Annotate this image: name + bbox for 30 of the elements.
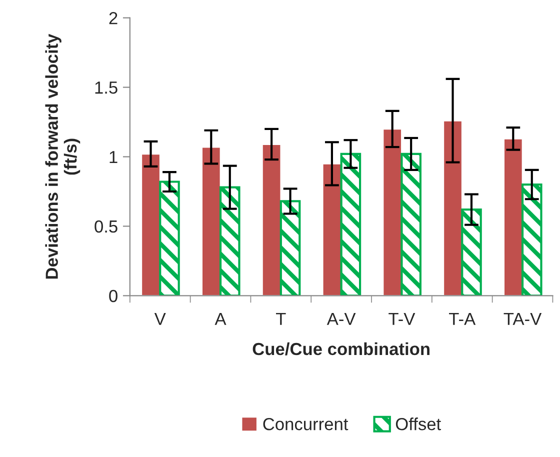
y-tick-label: 2 bbox=[109, 12, 118, 24]
bar bbox=[382, 128, 402, 296]
bar bbox=[159, 180, 180, 296]
y-tick-label: 1 bbox=[110, 151, 118, 164]
x-tick-label: TA-V bbox=[504, 312, 542, 325]
x-tick-label: A-V bbox=[326, 312, 356, 325]
bar bbox=[461, 208, 482, 296]
y-tick-label: 0.5 bbox=[94, 220, 118, 233]
bar bbox=[262, 144, 282, 296]
bar bbox=[521, 183, 542, 296]
x-tick-label: A bbox=[214, 312, 226, 325]
bar bbox=[280, 200, 301, 296]
x-tick-label: T-A bbox=[449, 312, 476, 325]
bar bbox=[140, 153, 161, 296]
bar bbox=[340, 152, 362, 296]
y-axis-title: Deviations in forward velocity (ft/s) bbox=[45, 34, 80, 279]
x-axis-title: Cue/Cue combination bbox=[252, 342, 430, 356]
bar bbox=[442, 120, 463, 296]
legend-label: Offset bbox=[396, 418, 441, 430]
y-tick-label: 1.5 bbox=[95, 82, 118, 94]
legend-label: Concurrent bbox=[263, 418, 348, 430]
x-tick-label: V bbox=[154, 312, 166, 325]
bar bbox=[322, 163, 342, 296]
x-tick-label: T-V bbox=[388, 312, 416, 325]
x-tick-label: T bbox=[276, 312, 286, 325]
y-tick-label: 0 bbox=[109, 290, 118, 302]
bar bbox=[503, 138, 524, 296]
bar bbox=[400, 152, 422, 296]
bar bbox=[201, 146, 222, 296]
bar bbox=[219, 186, 240, 296]
